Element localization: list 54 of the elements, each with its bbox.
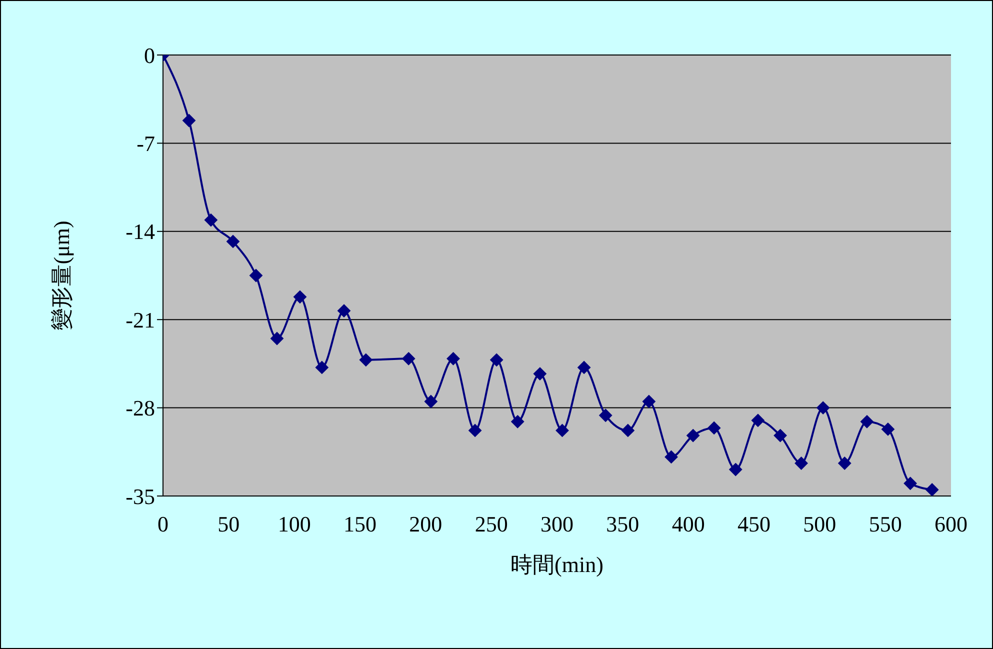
point	[708, 421, 721, 434]
x-tick-label: 550	[868, 512, 902, 537]
point	[838, 456, 852, 470]
point	[729, 463, 742, 476]
x-axis-title: 時間(min)	[510, 552, 604, 577]
point	[642, 395, 656, 408]
point	[270, 332, 284, 345]
point	[468, 424, 482, 437]
point	[599, 408, 612, 422]
point	[424, 395, 438, 408]
y-tick-label: -35	[126, 484, 155, 509]
point	[226, 234, 240, 248]
point	[816, 401, 830, 414]
y-tick-label: 0	[144, 42, 155, 68]
x-tick-label: 450	[738, 512, 770, 537]
point	[315, 360, 328, 374]
point	[794, 456, 808, 470]
point	[249, 269, 262, 282]
point	[182, 114, 196, 128]
y-axis-title: 變形量(μm)	[48, 220, 74, 330]
point	[293, 290, 306, 304]
point	[490, 353, 504, 366]
point	[860, 415, 874, 428]
point	[337, 304, 350, 318]
point	[402, 352, 416, 366]
point	[926, 483, 939, 496]
point	[359, 353, 372, 366]
point	[751, 414, 764, 427]
y-tick-label: -14	[126, 219, 155, 244]
x-tick-label: 350	[606, 512, 640, 537]
x-tick-label: 150	[344, 512, 376, 537]
x-tick-label: 500	[803, 512, 836, 537]
point	[686, 429, 700, 442]
point	[774, 429, 787, 442]
point	[446, 352, 460, 366]
x-tick-label: 400	[672, 512, 705, 537]
point	[556, 424, 569, 437]
point	[621, 424, 634, 437]
point	[511, 415, 524, 428]
point	[533, 367, 546, 380]
point	[204, 214, 218, 227]
x-tick-label: 300	[540, 512, 574, 537]
x-tick-label: 50	[218, 512, 240, 537]
y-tick-label: -28	[126, 396, 155, 421]
y-tick-label: -21	[126, 307, 155, 332]
x-tick-label: 600	[934, 512, 968, 537]
point	[881, 422, 894, 436]
x-tick-label: 250	[474, 512, 508, 537]
point	[664, 450, 678, 464]
y-tick-label: -7	[136, 131, 155, 156]
point	[578, 360, 591, 374]
x-tick-label: 100	[278, 512, 311, 537]
x-tick-label: 200	[409, 512, 442, 537]
point	[904, 476, 917, 490]
